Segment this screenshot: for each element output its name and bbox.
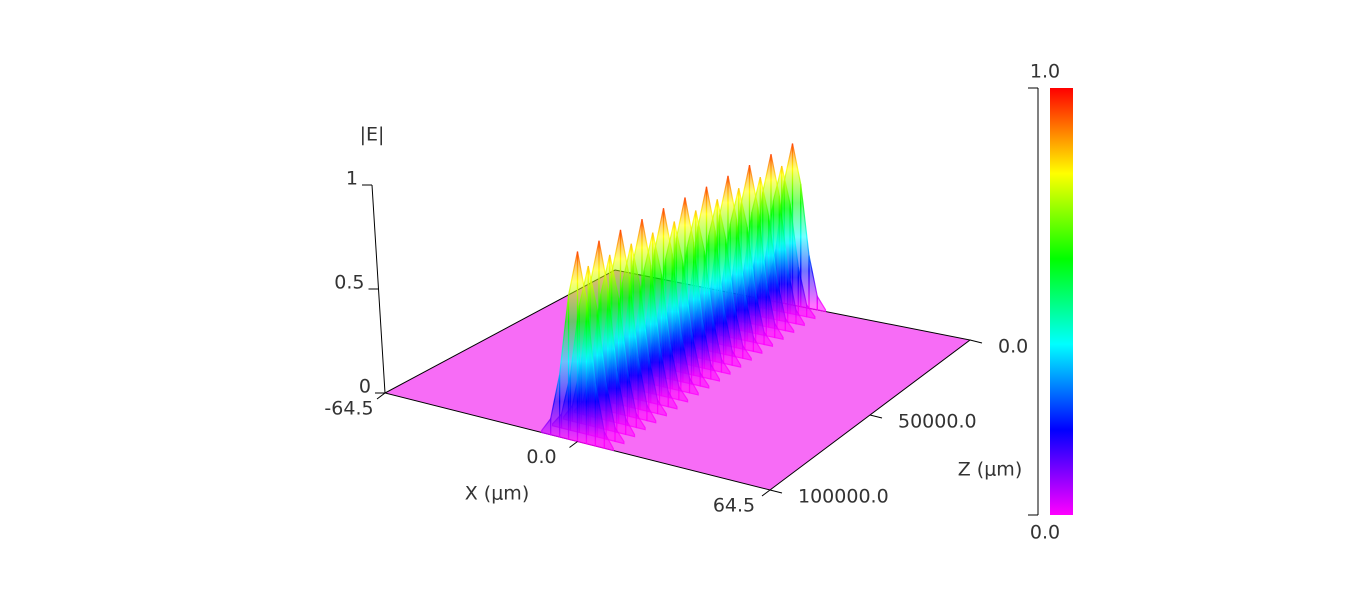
surface-patch bbox=[710, 362, 721, 382]
y-tick bbox=[869, 414, 883, 419]
x-tick-label: 64.5 bbox=[713, 495, 755, 517]
surface-patch bbox=[635, 411, 646, 431]
x-tick-label: -64.5 bbox=[324, 398, 373, 420]
surface-patch bbox=[667, 389, 678, 410]
x-tick bbox=[761, 489, 771, 497]
surface-patch bbox=[742, 343, 752, 361]
surface-patch bbox=[614, 425, 625, 445]
y-tick-label: 100000.0 bbox=[798, 486, 889, 508]
surface-patch bbox=[795, 307, 805, 327]
surface-patch bbox=[816, 294, 827, 313]
surface-patch bbox=[808, 255, 818, 311]
surface-patch bbox=[774, 321, 784, 341]
z-axis-title: |E| bbox=[360, 124, 385, 146]
surface-patch bbox=[656, 398, 667, 417]
x-axis-title: X (μm) bbox=[465, 483, 529, 505]
surface-patch bbox=[567, 251, 579, 443]
y-tick-label: 50000.0 bbox=[898, 411, 977, 433]
colorbar-tick-label: 1.0 bbox=[1030, 61, 1060, 83]
surface-patch bbox=[625, 416, 636, 438]
surface-patch bbox=[678, 384, 689, 403]
colorbar bbox=[1050, 88, 1073, 515]
surface-patch bbox=[720, 357, 731, 375]
surface-patch bbox=[699, 370, 710, 389]
colorbar-tick-label: 0.0 bbox=[1030, 522, 1060, 544]
surface-patch bbox=[603, 431, 614, 452]
z-tick-label: 0 bbox=[359, 376, 371, 398]
z-tick-label: 0.5 bbox=[334, 272, 364, 294]
surface-patch bbox=[646, 402, 657, 424]
z-tick-label: 1 bbox=[346, 168, 358, 190]
surface-patch bbox=[806, 302, 816, 320]
y-axis-title: Z (μm) bbox=[958, 459, 1022, 481]
surface-patch bbox=[763, 330, 774, 348]
x-tick bbox=[569, 441, 578, 448]
surface-patch bbox=[688, 375, 699, 396]
surface-patch bbox=[752, 334, 763, 354]
surface-patch bbox=[731, 348, 742, 368]
x-tick-label: 0.0 bbox=[526, 446, 556, 468]
surface-patch bbox=[784, 316, 795, 334]
y-tick bbox=[769, 489, 783, 494]
y-tick-label: 0.0 bbox=[998, 336, 1028, 358]
y-tick bbox=[969, 339, 983, 344]
x-tick bbox=[376, 392, 386, 400]
